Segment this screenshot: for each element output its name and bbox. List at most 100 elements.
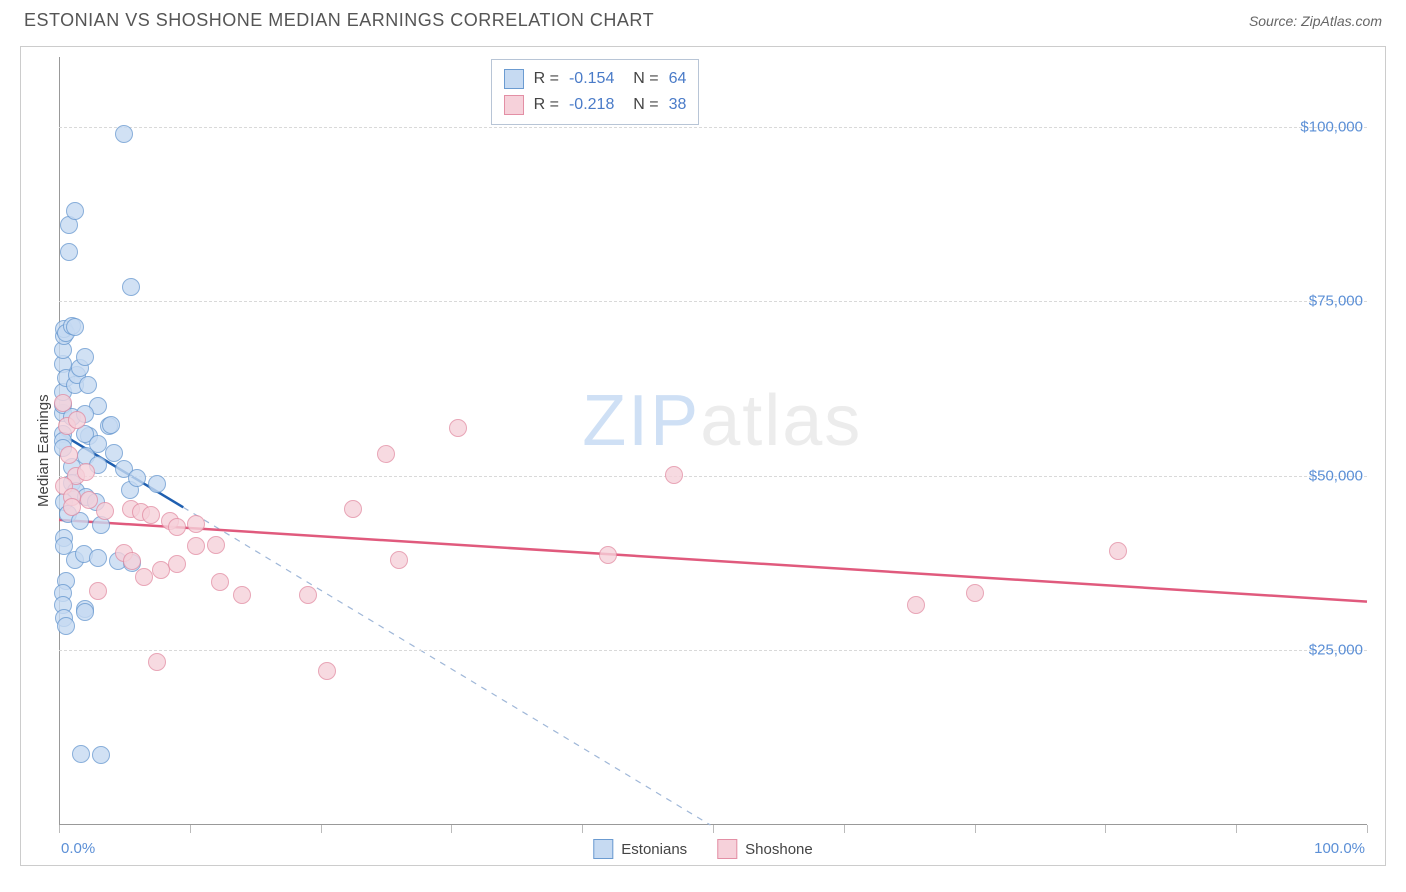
x-tick <box>321 825 322 833</box>
scatter-point <box>318 662 336 680</box>
watermark-atlas: atlas <box>700 381 862 461</box>
chart-title: ESTONIAN VS SHOSHONE MEDIAN EARNINGS COR… <box>24 10 654 31</box>
plot-area: ZIPatlas R = -0.154 N = 64R = -0.218 N =… <box>59 57 1367 825</box>
scatter-point <box>68 411 86 429</box>
scatter-point <box>63 498 81 516</box>
watermark: ZIPatlas <box>582 380 862 462</box>
scatter-point <box>115 125 133 143</box>
scatter-point <box>665 466 683 484</box>
scatter-point <box>66 202 84 220</box>
scatter-point <box>966 584 984 602</box>
stats-box: R = -0.154 N = 64R = -0.218 N = 38 <box>491 59 700 125</box>
scatter-point <box>1109 542 1127 560</box>
scatter-point <box>77 463 95 481</box>
scatter-point <box>377 445 395 463</box>
x-tick <box>582 825 583 833</box>
x-tick <box>1236 825 1237 833</box>
stat-n-label: N = <box>624 92 658 118</box>
legend-label: Estonians <box>621 841 687 858</box>
scatter-point <box>57 617 75 635</box>
scatter-point <box>66 318 84 336</box>
legend: Estonians Shoshone <box>593 839 812 859</box>
gridline-h <box>59 301 1367 302</box>
stat-r-label: R = <box>534 92 559 118</box>
series-swatch <box>504 95 524 115</box>
scatter-point <box>168 555 186 573</box>
scatter-point <box>60 446 78 464</box>
x-tick <box>451 825 452 833</box>
scatter-point <box>211 573 229 591</box>
scatter-point <box>344 500 362 518</box>
scatter-point <box>60 243 78 261</box>
series-swatch <box>717 839 737 859</box>
scatter-point <box>89 549 107 567</box>
x-tick <box>713 825 714 833</box>
scatter-point <box>92 746 110 764</box>
stat-r-value: -0.154 <box>569 66 614 92</box>
scatter-point <box>299 586 317 604</box>
scatter-point <box>135 568 153 586</box>
scatter-point <box>168 518 186 536</box>
x-tick <box>975 825 976 833</box>
y-axis-title: Median Earnings <box>35 394 52 507</box>
scatter-point <box>599 546 617 564</box>
series-swatch <box>504 69 524 89</box>
scatter-point <box>76 603 94 621</box>
scatter-point <box>142 506 160 524</box>
scatter-point <box>123 552 141 570</box>
gridline-h <box>59 127 1367 128</box>
scatter-point <box>390 551 408 569</box>
chart-header: ESTONIAN VS SHOSHONE MEDIAN EARNINGS COR… <box>0 0 1406 37</box>
legend-item: Estonians <box>593 839 687 859</box>
scatter-point <box>128 469 146 487</box>
x-tick <box>844 825 845 833</box>
source-attribution: Source: ZipAtlas.com <box>1249 13 1382 29</box>
stat-r-value: -0.218 <box>569 92 614 118</box>
scatter-point <box>79 376 97 394</box>
gridline-h <box>59 650 1367 651</box>
scatter-point <box>187 537 205 555</box>
scatter-point <box>233 586 251 604</box>
gridline-h <box>59 476 1367 477</box>
scatter-point <box>907 596 925 614</box>
scatter-point <box>102 416 120 434</box>
x-axis-min-label: 0.0% <box>61 840 95 857</box>
source-prefix: Source: <box>1249 13 1301 29</box>
scatter-point <box>72 745 90 763</box>
y-tick-label: $50,000 <box>1309 467 1363 484</box>
source-name: ZipAtlas.com <box>1301 13 1382 29</box>
x-tick <box>59 825 60 833</box>
scatter-point <box>76 348 94 366</box>
y-tick-label: $75,000 <box>1309 293 1363 310</box>
scatter-point <box>148 653 166 671</box>
x-tick <box>1367 825 1368 833</box>
stat-n-label: N = <box>624 66 658 92</box>
scatter-point <box>105 444 123 462</box>
series-swatch <box>593 839 613 859</box>
stat-n-value: 38 <box>669 92 687 118</box>
x-axis-max-label: 100.0% <box>1314 840 1365 857</box>
scatter-point <box>148 475 166 493</box>
scatter-point <box>207 536 225 554</box>
trend-lines-svg <box>59 57 1367 825</box>
y-tick-label: $100,000 <box>1300 118 1363 135</box>
legend-item: Shoshone <box>717 839 813 859</box>
scatter-point <box>122 278 140 296</box>
scatter-point <box>187 515 205 533</box>
stat-n-value: 64 <box>669 66 687 92</box>
stat-r-label: R = <box>534 66 559 92</box>
stats-row: R = -0.218 N = 38 <box>504 92 687 118</box>
scatter-point <box>449 419 467 437</box>
stats-row: R = -0.154 N = 64 <box>504 66 687 92</box>
scatter-point <box>54 394 72 412</box>
trend-line <box>59 520 1367 602</box>
x-tick <box>1105 825 1106 833</box>
legend-label: Shoshone <box>745 841 813 858</box>
watermark-zip: ZIP <box>582 381 700 461</box>
scatter-point <box>89 582 107 600</box>
scatter-point <box>96 502 114 520</box>
chart-frame: Median Earnings ZIPatlas R = -0.154 N = … <box>20 46 1386 866</box>
y-tick-label: $25,000 <box>1309 642 1363 659</box>
trend-line-extension <box>183 507 710 825</box>
x-tick <box>190 825 191 833</box>
